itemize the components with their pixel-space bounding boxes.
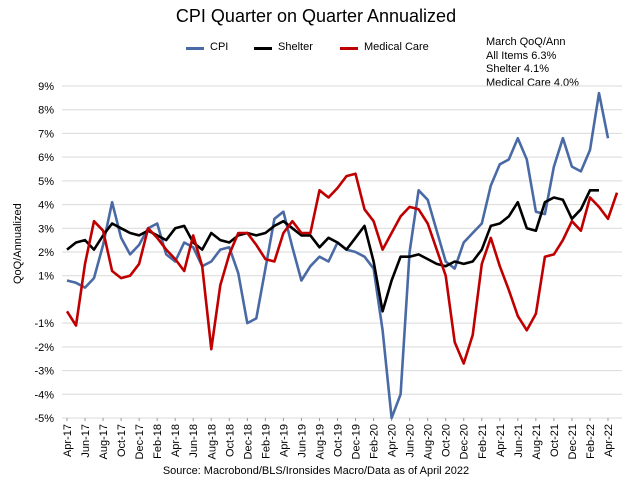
y-tick-label: 5%	[38, 176, 54, 188]
x-tick-label: Aug-18	[206, 424, 218, 459]
x-tick-label: Jun-20	[405, 424, 417, 458]
x-tick-label: Dec-17	[134, 424, 146, 459]
x-tick-label: Jun-17	[80, 424, 92, 458]
legend-label-medical-care: Medical Care	[364, 41, 429, 53]
x-tick-label: Feb-22	[585, 424, 597, 459]
chart-title: CPI Quarter on Quarter Annualized	[175, 6, 457, 26]
x-tick-label: Dec-21	[567, 424, 579, 459]
y-tick-label: -3%	[34, 366, 54, 378]
y-tick-label: 2%	[38, 247, 54, 259]
legend-swatch-cpi	[186, 47, 204, 50]
annotation-line: All Items 6.3%	[486, 49, 557, 62]
x-tick-label: Jun-18	[188, 424, 200, 458]
x-tick-label: Dec-18	[242, 424, 254, 459]
y-tick-label: 8%	[38, 105, 54, 117]
x-tick-label: Feb-19	[260, 424, 272, 459]
source-note: Source: Macrobond/BLS/Ironsides Macro/Da…	[162, 465, 470, 477]
x-tick-label: Jun-21	[513, 424, 525, 458]
legend-swatch-shelter	[254, 47, 272, 50]
x-tick-label: Oct-19	[332, 424, 344, 457]
x-tick-label: Dec-20	[459, 424, 471, 459]
annotation-line: March QoQ/Ann	[486, 36, 566, 48]
y-tick-label: -2%	[34, 342, 54, 354]
y-tick-label: -4%	[34, 389, 54, 401]
x-tick-label: Dec-19	[351, 424, 363, 459]
y-tick-label: 7%	[38, 128, 54, 140]
x-tick-label: Apr-17	[62, 424, 74, 457]
x-tick-label: Oct-21	[549, 424, 561, 457]
y-tick-label: 9%	[38, 81, 54, 93]
x-tick-label: Aug-19	[314, 424, 326, 459]
x-tick-label: Feb-20	[369, 424, 381, 459]
x-tick-label: Aug-17	[98, 424, 110, 459]
annotation-line: Shelter 4.1%	[486, 63, 549, 75]
x-tick-label: Aug-21	[531, 424, 543, 459]
x-tick-label: Oct-17	[116, 424, 128, 457]
y-tick-label: -1%	[34, 318, 54, 330]
y-tick-label: 6%	[38, 152, 54, 164]
x-tick-label: Jun-19	[296, 424, 308, 458]
x-tick-label: Oct-18	[224, 424, 236, 457]
series-line-medical-care	[65, 172, 619, 365]
x-tick-label: Oct-20	[441, 424, 453, 457]
legend-swatch-medical-care	[340, 47, 358, 50]
legend-label-shelter: Shelter	[278, 41, 313, 53]
y-tick-label: -5%	[34, 413, 54, 425]
series-line-cpi	[66, 91, 610, 420]
x-tick-label: Feb-18	[152, 424, 164, 459]
x-tick-label: Aug-20	[423, 424, 435, 459]
y-tick-label: 1%	[38, 271, 54, 283]
x-tick-label: Feb-21	[477, 424, 489, 459]
x-tick-label: Apr-21	[495, 424, 507, 457]
x-tick-label: Apr-20	[387, 424, 399, 457]
x-tick-label: Apr-22	[603, 424, 615, 457]
legend-label-cpi: CPI	[210, 41, 229, 53]
x-tick-label: Apr-19	[278, 424, 290, 457]
y-tick-label: 4%	[38, 200, 54, 212]
x-tick-label: Apr-18	[170, 424, 182, 457]
y-tick-label: 3%	[38, 223, 54, 235]
